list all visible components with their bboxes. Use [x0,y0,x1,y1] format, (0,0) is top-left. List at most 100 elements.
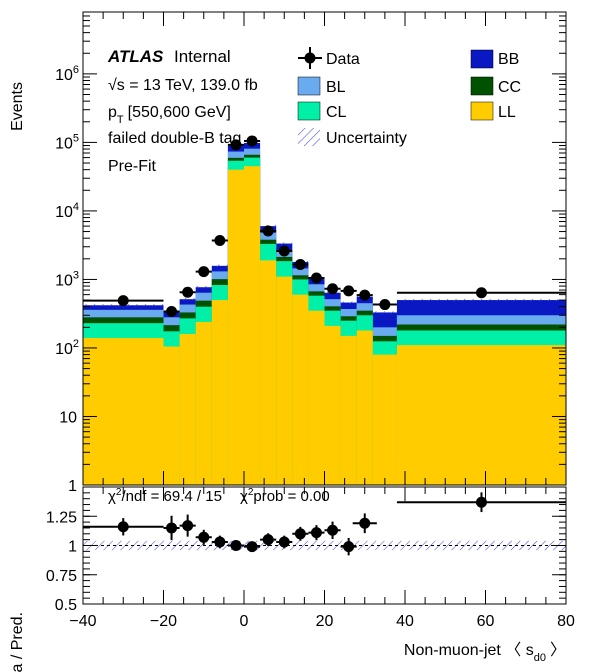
y-tick-label-0: 1 [68,478,77,495]
legend-bb-label: BB [498,51,519,68]
legend-bl-label: BL [326,79,346,96]
ratio-point-3 [198,531,210,543]
legend-cl-swatch [297,101,321,121]
data-markers [83,135,566,318]
bar-ll-11 [324,325,341,485]
x-tick-label-1: −20 [150,613,177,630]
legend-entry-cl: CL [297,101,347,121]
fit-label: Pre-Fit [108,158,157,175]
pt-range-label: pT [550,600 GeV] [108,104,231,126]
ratio-point-0 [117,521,129,533]
ratio-point-4 [214,536,226,548]
legend-entry-data: Data [298,47,360,69]
data-point-9 [294,259,306,271]
y-tick-label-1: 10 [59,409,77,426]
chi2-label: χ2/ndf = 69.4 / 15 χ2prob = 0.00 [108,487,330,505]
tag-label: failed double-B tag [108,130,241,147]
bar-ll-9 [292,294,309,485]
data-point-5 [230,139,242,151]
bar-ll-10 [308,310,325,485]
bar-ll-1 [163,346,180,485]
y-tick-label-5: 105 [55,132,79,152]
ratio-point-14 [475,496,487,508]
main-y-axis: 1 10 102 103 104 105 106 [55,11,566,495]
x-tick-label-2: 0 [240,613,249,630]
bar-ll-5 [227,169,244,485]
legend-uncertainty-swatch [298,128,320,146]
x-axis-title: Non-muon-jet 〈 sd0 〉 [404,642,566,664]
data-point-4 [214,235,226,247]
legend-ll-label: LL [498,104,516,121]
ratio-point-13 [359,517,371,529]
bar-ll-0 [83,337,164,485]
legend-cl-label: CL [326,104,347,121]
legend-entry-ll: LL [470,101,516,121]
data-point-15 [475,287,487,299]
bar-ll-3 [195,321,212,485]
main-x-ticks [82,12,567,485]
data-point-7 [262,225,274,237]
legend: Data BL CL Uncertainty BB CC [297,47,521,147]
legend-bl-swatch [297,76,321,96]
ratio-y-tick-label-3: 1.25 [46,509,77,526]
y-tick-label-2: 102 [55,338,79,358]
data-point-0 [117,295,129,307]
bar-ll-13 [356,330,373,485]
uncertainty-bin-2 [179,298,196,301]
atlas-label: ATLAS [107,47,164,66]
y-tick-label-6: 106 [55,64,79,84]
legend-entry-bb: BB [470,49,519,69]
data-point-13 [359,289,371,301]
energy-lumi-label: √s = 13 TeV, 139.0 fb [108,77,258,94]
y-tick-label-4: 104 [55,201,79,221]
bar-ll-15 [396,345,566,485]
legend-ll-swatch [470,101,494,121]
ratio-y-tick-label-0: 0.5 [55,597,77,614]
uncertainty-bin-8 [276,242,293,245]
y-axis-title: Events [9,82,26,131]
data-point-1 [166,306,178,318]
y-tick-label-3: 103 [55,269,79,289]
ratio-y-tick-label-1: 0.75 [46,568,77,585]
legend-cc-swatch [470,76,494,96]
bar-ll-8 [276,276,293,485]
ratio-point-6 [246,541,258,553]
ratio-point-12 [343,541,355,553]
annotation-block: ATLAS Internal √s = 13 TeV, 139.0 fb pT[… [107,47,258,175]
legend-data-label: Data [326,51,360,68]
ratio-x-axis: −40 −20 0 20 40 60 80 [69,487,575,630]
x-tick-label-6: 80 [557,613,575,630]
data-point-8 [278,245,290,257]
ratio-y-axis-title: Data / Pred. [9,612,26,672]
uncertainty-bin-12 [340,301,357,304]
ratio-panel: 0.5 0.75 1 1.25 −40 −20 0 20 40 60 80 χ2/ndf = 69… [9,486,575,672]
ratio-point-2 [182,520,194,532]
legend-data-marker [304,52,316,64]
uncertainty-bin-14 [372,311,397,314]
data-point-14 [379,299,391,311]
data-point-11 [327,283,339,295]
bar-ll-6 [244,166,261,485]
legend-cc-label: CC [498,79,521,96]
ratio-point-9 [294,528,306,540]
bar-ll-7 [260,260,277,485]
stacked-histogram [83,141,566,485]
data-point-3 [198,266,210,278]
ratio-y-axis: 0.5 0.75 1 1.25 [46,492,566,614]
ratio-point-1 [166,522,178,534]
ratio-y-tick-label-2: 1 [68,539,77,556]
x-tick-label-0: −40 [69,613,96,630]
data-point-10 [310,272,322,284]
ratio-point-8 [278,536,290,548]
uncertainty-bin-15 [396,298,566,302]
ratio-markers [83,492,566,556]
data-point-6 [246,135,258,147]
ratio-point-10 [310,527,322,539]
bar-ll-2 [179,333,196,485]
ratio-point-5 [230,540,242,551]
bar-ll-12 [340,335,357,485]
bar-ll-4 [211,300,228,485]
legend-entry-uncertainty: Uncertainty [298,128,407,147]
legend-entry-bl: BL [297,76,346,96]
